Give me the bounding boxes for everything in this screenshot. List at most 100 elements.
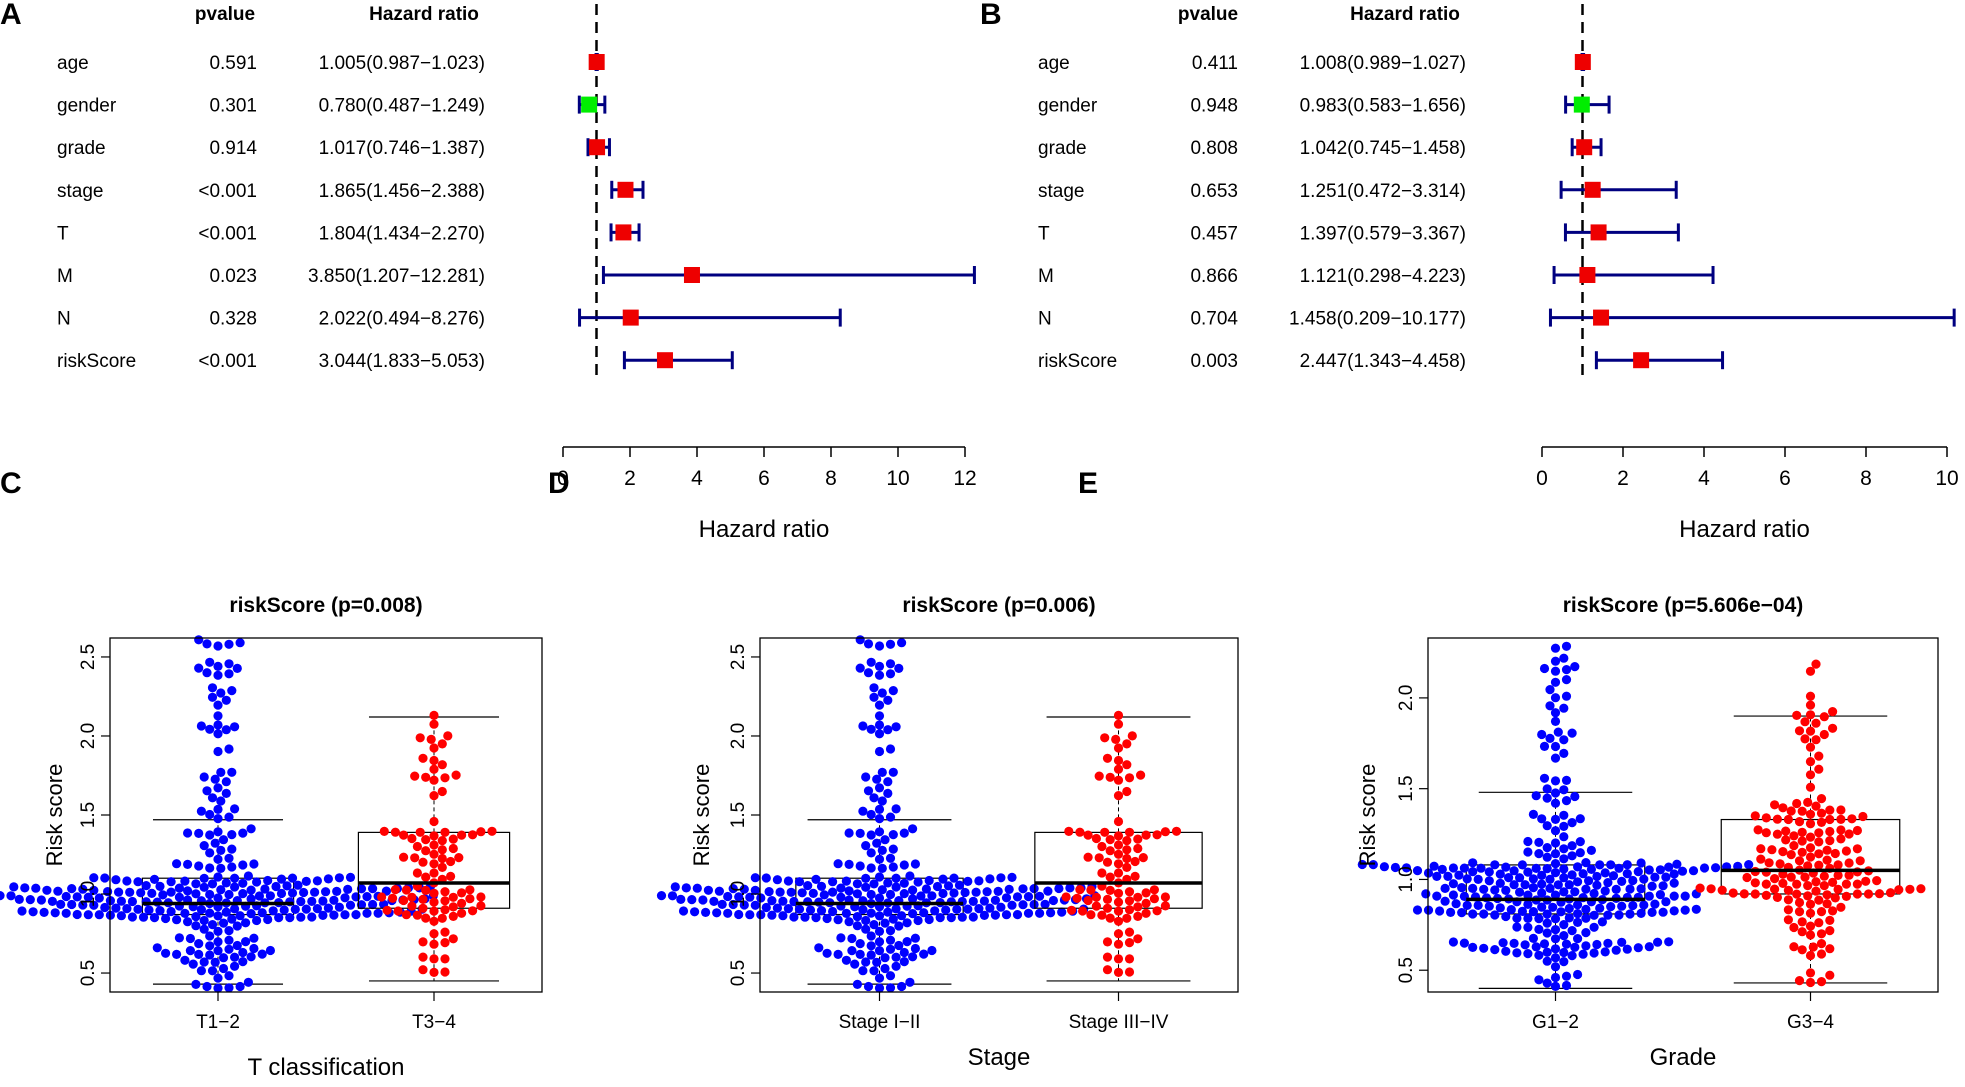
data-point xyxy=(205,889,215,900)
data-point xyxy=(1825,805,1835,815)
data-point xyxy=(1509,938,1519,949)
data-point xyxy=(1100,733,1110,743)
data-point xyxy=(476,892,486,902)
data-point xyxy=(874,661,885,672)
data-point xyxy=(1501,862,1511,872)
data-point xyxy=(1770,884,1780,894)
data-point xyxy=(877,845,887,856)
y-axis-title: Risk score xyxy=(1355,764,1380,867)
data-point xyxy=(1550,656,1561,666)
data-point xyxy=(841,955,852,965)
data-point xyxy=(949,888,959,898)
data-point xyxy=(1495,903,1505,913)
data-point xyxy=(885,853,896,863)
data-point xyxy=(908,952,918,962)
data-point xyxy=(1448,890,1458,900)
data-point xyxy=(1797,827,1807,837)
data-point xyxy=(227,862,237,872)
data-point xyxy=(1874,889,1885,899)
data-point xyxy=(910,859,921,869)
data-point xyxy=(1124,927,1135,937)
data-point xyxy=(1559,785,1569,795)
x-tick-label: 10 xyxy=(1935,467,1958,490)
data-point xyxy=(271,881,281,892)
data-point xyxy=(717,899,727,910)
data-point xyxy=(1550,890,1561,900)
data-point xyxy=(1553,727,1563,737)
data-point xyxy=(238,860,248,870)
data-point xyxy=(1141,908,1151,918)
data-point xyxy=(1559,920,1569,930)
data-point xyxy=(78,884,88,894)
data-point xyxy=(1113,831,1124,841)
x-tick-label: 4 xyxy=(691,467,703,490)
data-point xyxy=(803,881,813,891)
data-point xyxy=(1542,918,1552,928)
data-point xyxy=(390,885,400,895)
data-point xyxy=(905,871,915,881)
data-point xyxy=(1661,897,1671,907)
data-point xyxy=(1517,860,1527,870)
data-point xyxy=(246,909,256,919)
data-point xyxy=(263,875,273,886)
data-point xyxy=(232,663,242,674)
data-point xyxy=(418,937,428,947)
data-point xyxy=(1523,913,1533,924)
data-point xyxy=(863,639,874,649)
x-tick-label: T3−4 xyxy=(412,1012,456,1033)
data-point xyxy=(429,929,439,939)
data-point xyxy=(1789,942,1799,952)
data-point xyxy=(1539,773,1550,783)
data-point xyxy=(1561,796,1572,806)
y-tick-label: 0.5 xyxy=(1396,957,1417,983)
data-point xyxy=(990,895,1001,905)
data-point xyxy=(216,885,226,895)
data-point xyxy=(133,904,143,914)
data-point xyxy=(194,828,204,839)
data-point xyxy=(888,686,898,696)
data-point xyxy=(1661,872,1671,882)
data-point xyxy=(1113,897,1124,907)
data-point xyxy=(885,971,896,981)
variable-label: age xyxy=(57,53,89,74)
data-point xyxy=(329,895,339,905)
data-point xyxy=(1523,847,1533,857)
data-point xyxy=(885,983,896,993)
data-point xyxy=(429,831,439,841)
data-point xyxy=(1625,884,1635,894)
data-point xyxy=(25,895,35,905)
data-point xyxy=(1811,659,1821,669)
data-point xyxy=(1122,913,1132,923)
data-point xyxy=(213,641,223,651)
data-point xyxy=(1781,826,1791,836)
data-point xyxy=(199,924,209,934)
data-point xyxy=(1133,934,1143,944)
data-point xyxy=(1440,883,1450,894)
pvalue-label: 0.704 xyxy=(1190,309,1238,330)
data-point xyxy=(1614,910,1624,920)
data-point xyxy=(676,894,686,905)
data-point xyxy=(1570,662,1580,672)
data-point xyxy=(183,917,193,927)
data-point xyxy=(1805,666,1816,676)
data-point xyxy=(1559,854,1569,864)
data-point xyxy=(421,835,431,845)
data-point xyxy=(1523,922,1533,933)
hazard-ratio-marker xyxy=(1633,352,1650,369)
data-point xyxy=(1814,837,1824,847)
data-point xyxy=(1046,908,1056,918)
data-point xyxy=(1816,794,1827,804)
data-point xyxy=(979,896,990,906)
data-point xyxy=(1573,909,1583,919)
data-point xyxy=(1141,888,1151,898)
data-point xyxy=(1805,921,1816,931)
y-tick-label: 1.0 xyxy=(1396,866,1417,892)
data-point xyxy=(885,926,896,936)
data-point xyxy=(1528,874,1538,884)
data-point xyxy=(1124,887,1135,897)
data-point xyxy=(199,882,209,892)
data-point xyxy=(476,901,486,911)
data-point xyxy=(103,887,113,897)
data-point xyxy=(1124,967,1135,977)
data-point xyxy=(457,898,467,909)
